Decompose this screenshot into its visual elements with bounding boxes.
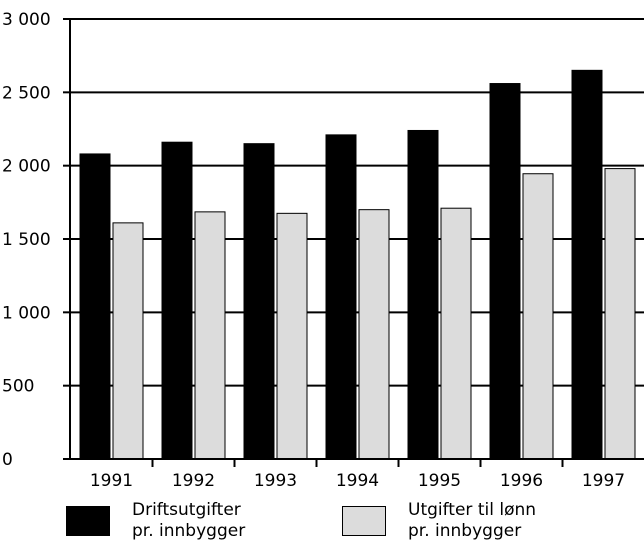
- legend-item-driftsutgifter: Driftsutgifter pr. innbygger: [66, 500, 245, 542]
- legend-label-line: pr. innbygger: [132, 521, 246, 541]
- x-tick-labels: 1991 1992 1993 1994 1995 1996 1997: [90, 471, 625, 491]
- bar: [522, 173, 554, 460]
- y-tick-label: 0: [2, 450, 13, 470]
- legend-label-line: Driftsutgifter: [132, 500, 241, 520]
- bar: [440, 207, 472, 460]
- y-tick-label: 1 000: [2, 303, 51, 323]
- bar: [112, 222, 144, 460]
- y-tick-label: 500: [2, 377, 34, 397]
- bar: [407, 129, 439, 460]
- x-tick-label: 1995: [418, 471, 461, 491]
- bar: [276, 212, 308, 460]
- bars: [79, 69, 636, 467]
- legend-label-line: pr. innbygger: [408, 521, 522, 541]
- bar: [325, 134, 357, 460]
- bar: [161, 141, 193, 460]
- y-tick-label: 2 500: [2, 83, 51, 103]
- legend-swatch-black: [66, 506, 110, 536]
- bar: [243, 143, 275, 460]
- x-tick-label: 1993: [254, 471, 297, 491]
- legend-item-utgifter-til-lonn: Utgifter til lønn pr. innbygger: [342, 500, 536, 542]
- bar: [489, 83, 521, 460]
- bar: [358, 209, 390, 460]
- bar: [79, 153, 111, 460]
- bar: [604, 168, 636, 460]
- legend-swatch-grey: [342, 506, 386, 536]
- bar: [194, 211, 226, 460]
- legend-label: Utgifter til lønn pr. innbygger: [408, 500, 536, 542]
- x-tick-label: 1991: [90, 471, 133, 491]
- y-tick-label: 2 000: [2, 157, 51, 177]
- bar: [571, 69, 603, 460]
- x-tick-label: 1996: [500, 471, 543, 491]
- legend: Driftsutgifter pr. innbygger Utgifter ti…: [0, 500, 644, 554]
- y-tick-labels: 0 500 1 000 1 500 2 000 2 500 3 000: [2, 10, 51, 470]
- legend-label-line: Utgifter til lønn: [408, 500, 537, 520]
- x-tick-label: 1997: [582, 471, 625, 491]
- x-tick-label: 1994: [336, 471, 379, 491]
- x-tick-label: 1992: [172, 471, 215, 491]
- y-tick-label: 1 500: [2, 230, 51, 250]
- legend-label: Driftsutgifter pr. innbygger: [132, 500, 245, 542]
- y-tick-label: 3 000: [2, 10, 51, 30]
- axes: [69, 19, 644, 460]
